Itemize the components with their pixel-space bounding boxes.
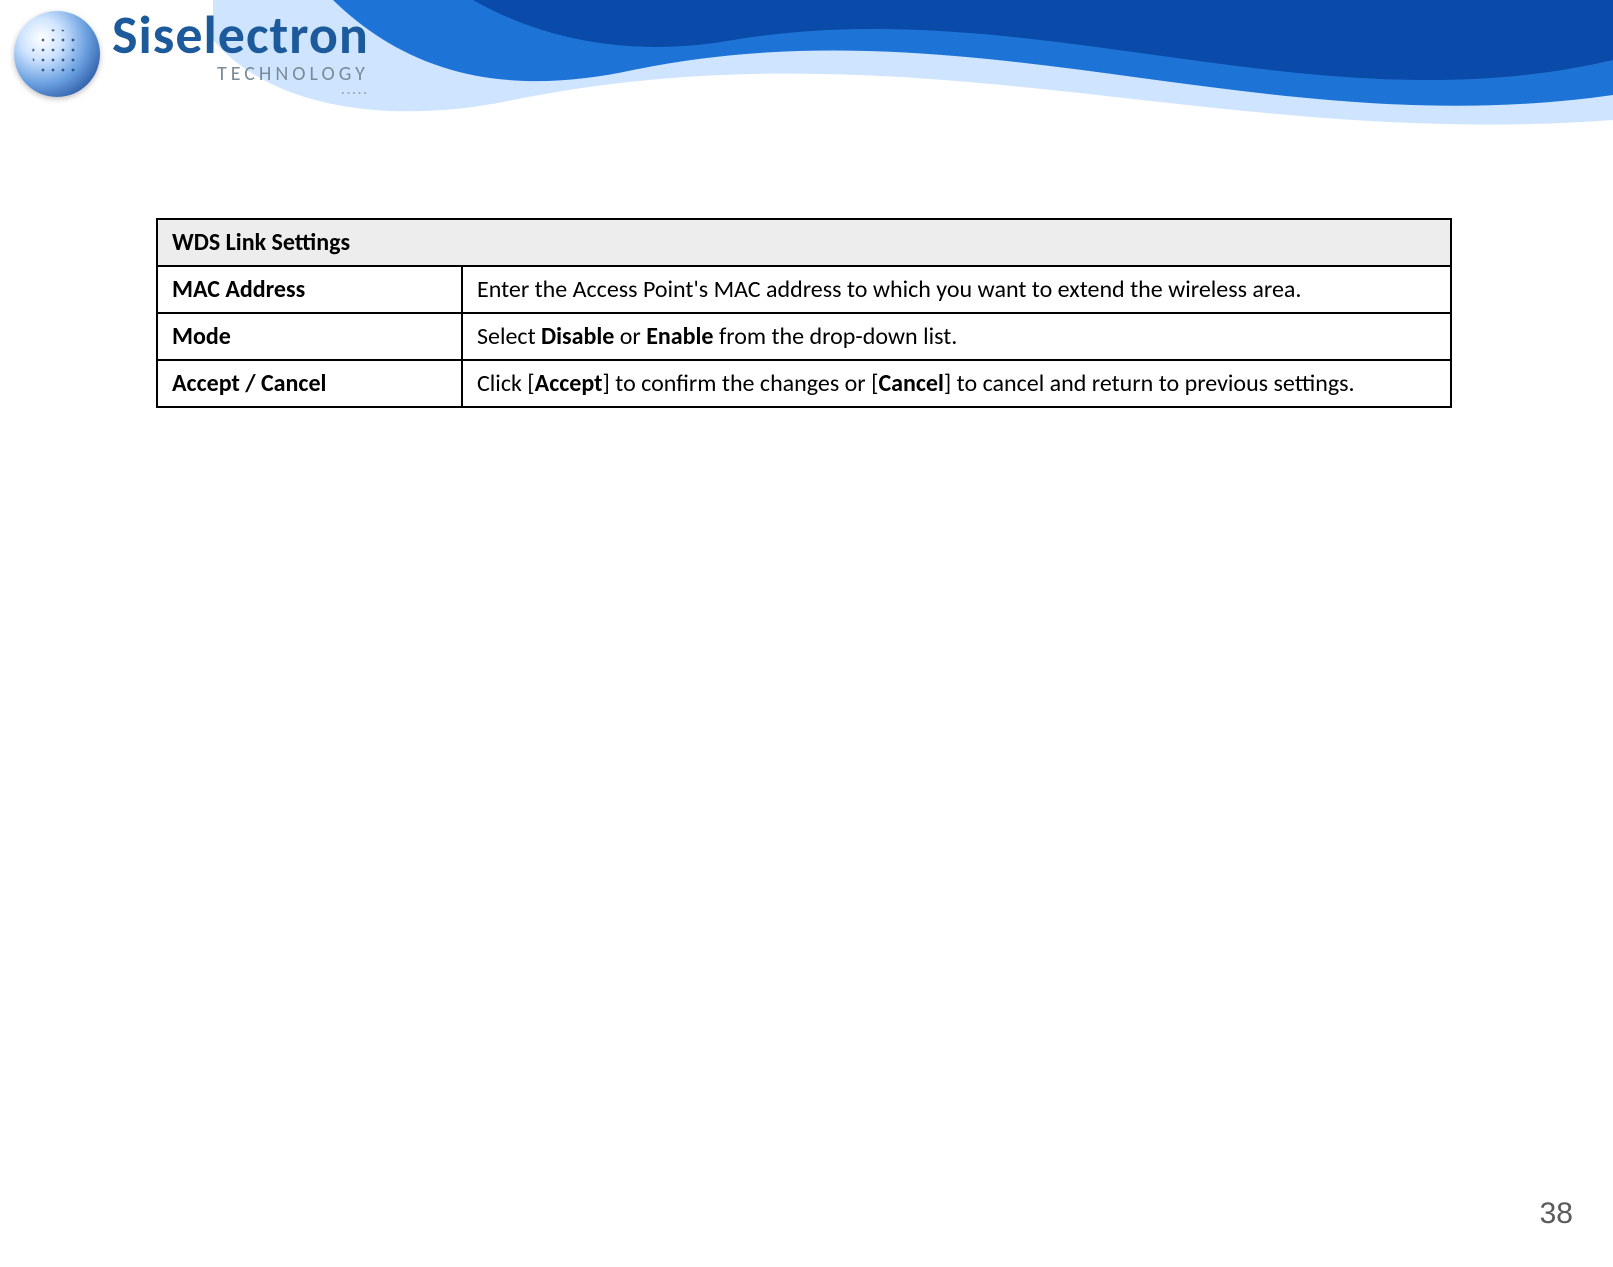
page-number: 38 [1540,1197,1573,1231]
table-row-value: Click [Accept] to confirm the changes or… [462,360,1451,407]
brand-logo-subtext: TECHNOLOGY [217,64,369,84]
table-row: ModeSelect Disable or Enable from the dr… [157,313,1451,360]
settings-table-wrapper: WDS Link Settings MAC AddressEnter the A… [156,218,1452,408]
table-row-key: MAC Address [157,266,462,313]
table-row: MAC AddressEnter the Access Point's MAC … [157,266,1451,313]
table-row-value: Enter the Access Point's MAC address to … [462,266,1451,313]
table-title: WDS Link Settings [157,219,1451,266]
brand-logo-text: Siselectron [112,8,369,62]
header-swoosh-front [213,0,1613,150]
table-title-row: WDS Link Settings [157,219,1451,266]
table-row-key: Accept / Cancel [157,360,462,407]
brand-logo-icon [14,11,100,97]
table-row: Accept / CancelClick [Accept] to confirm… [157,360,1451,407]
table-row-value: Select Disable or Enable from the drop-d… [462,313,1451,360]
page-header: Siselectron TECHNOLOGY ····· [0,0,1613,150]
wds-link-settings-table: WDS Link Settings MAC AddressEnter the A… [156,218,1452,408]
brand-logo: Siselectron TECHNOLOGY ····· [14,8,369,100]
brand-logo-dots-icon: ····· [341,86,369,100]
table-row-key: Mode [157,313,462,360]
